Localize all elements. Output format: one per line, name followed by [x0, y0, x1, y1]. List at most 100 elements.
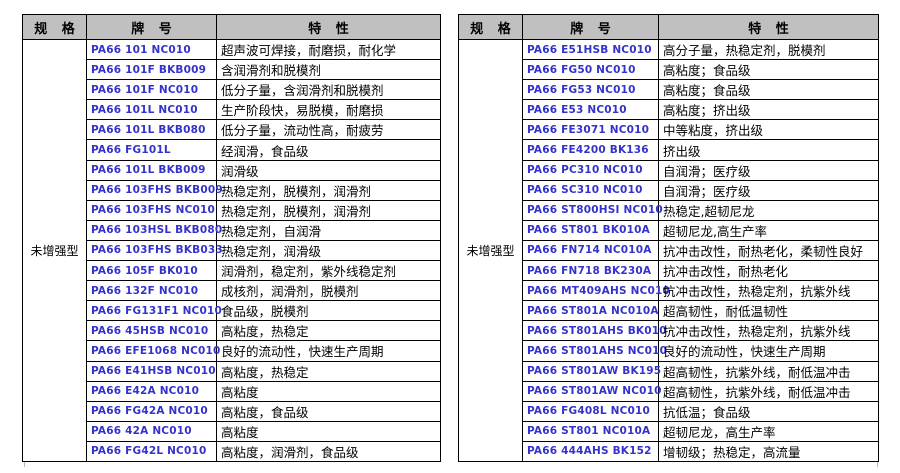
- grade-cell: PA66 MT409AHS NC010: [522, 280, 670, 302]
- grade-cell: PA66 FE3071 NC010: [522, 119, 659, 141]
- grade-cell: PA66 FG53 NC010: [522, 79, 659, 101]
- property-cell: 高粘度，热稳定: [216, 320, 441, 342]
- table-row: PA66 FG131F1 NC010 食品级，脱模剂: [23, 300, 441, 322]
- grade-table-left-wrapper: 规 格 牌 号 特 性 未增强型 PA66 101 NC010 超声波可焊接，耐…: [22, 14, 441, 462]
- grade-cell: PA66 ST801AHS BK010: [522, 320, 667, 342]
- property-cell: 低分子量，含润滑剂和脱模剂: [216, 79, 441, 101]
- property-cell: 成核剂，润滑剂，脱模剂: [216, 280, 441, 302]
- property-cell: 超高韧性，抗紫外线，耐低温冲击: [658, 360, 879, 382]
- grade-cell: PA66 ST801A NC010A: [522, 300, 659, 322]
- property-cell: 高粘度，热稳定: [216, 360, 441, 382]
- header-prop: 特 性: [216, 14, 441, 40]
- table-row: PA66 E53 NC010 高粘度；挤出级: [459, 99, 879, 121]
- table-row: PA66 SC310 NC010 自润滑；医疗级: [459, 179, 879, 201]
- table-row: PA66 FN714 NC010A 抗冲击改性，耐热老化，柔韧性良好: [459, 239, 879, 262]
- property-cell: 高粘度: [216, 380, 441, 402]
- table-row: 未增强型 PA66 E51HSB NC010 高分子量，热稳定剂，脱模剂: [458, 38, 879, 462]
- property-cell: 自润滑；医疗级: [658, 159, 879, 181]
- grade-cell: PA66 101 NC010: [86, 38, 217, 61]
- table-row: PA66 ST801 NC010A 超韧尼龙，高生产率: [459, 420, 879, 442]
- table-row: 未增强型 PA66 101 NC010 超声波可焊接，耐磨损，耐化学: [22, 38, 441, 462]
- table-row: PA66 FG53 NC010 高粘度；食品级: [459, 79, 879, 101]
- table-row: PA66 103FHS BKB033 热稳定剂，润滑级: [23, 239, 441, 262]
- grade-cell: PA66 ST801AHS NC010: [522, 340, 667, 362]
- grade-cell: PA66 ST801AW NC010: [522, 380, 661, 402]
- property-cell: 高粘度，润滑剂，食品级: [216, 440, 441, 462]
- table-row: PA66 103FHS BKB009 热稳定剂，脱模剂，润滑剂: [23, 179, 441, 201]
- grade-cell: PA66 SC310 NC010: [522, 179, 659, 201]
- property-cell: 超声波可焊接，耐磨损，耐化学: [216, 38, 441, 61]
- grade-cell: PA66 FG408L NC010: [522, 400, 659, 422]
- grade-cell: PA66 101L BKB009: [86, 159, 217, 181]
- property-cell: 热稳定,超韧尼龙: [658, 199, 879, 221]
- header-prop: 特 性: [658, 14, 879, 40]
- grade-cell: PA66 PC310 NC010: [522, 159, 659, 181]
- grade-cell: PA66 45HSB NC010: [86, 320, 217, 342]
- grade-cell: PA66 132F NC010: [86, 280, 217, 302]
- spec-cell-merged: 未增强型: [458, 39, 523, 462]
- property-cell: 抗冲击改性，耐热老化: [658, 260, 879, 282]
- grade-cell: PA66 FG131F1 NC010: [86, 300, 222, 322]
- grade-cell: PA66 444AHS BK152: [522, 440, 659, 462]
- grade-cell: PA66 101F BKB009: [86, 59, 217, 81]
- table-row: PA66 103HSL BKB080 热稳定剂，自润滑: [23, 219, 441, 241]
- grade-cell: PA66 E41HSB NC010: [86, 360, 217, 382]
- table-row: PA66 ST801AHS BK010 抗冲击改性，热稳定剂，抗紫外线: [459, 320, 879, 342]
- grade-cell: PA66 103HSL BKB080: [86, 219, 222, 241]
- table-row: PA66 103FHS NC010 热稳定剂，脱模剂，润滑剂: [23, 199, 441, 221]
- grade-cell: PA66 FN714 NC010A: [522, 239, 659, 262]
- property-cell: 经润滑，食品级: [216, 139, 441, 161]
- header-grade: 牌 号: [86, 14, 217, 40]
- header-grade: 牌 号: [522, 14, 659, 40]
- grade-cell: PA66 ST801AW BK195: [522, 360, 661, 382]
- table-row: PA66 ST801AW NC010 超高韧性，抗紫外线，耐低温冲击: [459, 380, 879, 402]
- property-cell: 增韧级；热稳定，高流量: [658, 440, 879, 462]
- grade-cell: PA66 ST801 NC010A: [522, 420, 659, 442]
- table-row: PA66 ST801AW BK195 超高韧性，抗紫外线，耐低温冲击: [459, 360, 879, 382]
- table-body-right: 未增强型 PA66 E51HSB NC010 高分子量，热稳定剂，脱模剂 PA6…: [458, 38, 879, 462]
- property-cell: 热稳定剂，脱模剂，润滑剂: [216, 179, 441, 201]
- table-row: PA66 ST801 BK010A 超韧尼龙,高生产率: [459, 219, 879, 241]
- table-row: PA66 444AHS BK152 增韧级；热稳定，高流量: [459, 440, 879, 462]
- property-cell: 低分子量，流动性高，耐疲劳: [216, 119, 441, 141]
- table-row: PA66 MT409AHS NC010 抗冲击改性，热稳定剂，抗紫外线: [459, 280, 879, 302]
- property-cell: 挤出级: [658, 139, 879, 161]
- table-row: PA66 FG42L NC010 高粘度，润滑剂，食品级: [23, 440, 441, 462]
- grade-cell: PA66 E53 NC010: [522, 99, 659, 121]
- property-cell: 超高韧性，耐低温韧性: [658, 300, 879, 322]
- table-header-left: 规 格 牌 号 特 性: [22, 14, 441, 40]
- property-cell: 热稳定剂，润滑级: [216, 239, 441, 262]
- page-tick-right: [877, 462, 878, 467]
- grade-table-right-wrapper: 规 格 牌 号 特 性 未增强型 PA66 E51HSB NC010 高分子量，…: [458, 14, 879, 462]
- property-cell: 食品级，脱模剂: [216, 300, 441, 322]
- property-cell: 超韧尼龙,高生产率: [658, 219, 879, 241]
- spec-cell-merged: 未增强型: [22, 39, 87, 462]
- grade-cell: PA66 103FHS BKB033: [86, 239, 223, 262]
- table-row: PA66 42A NC010 高粘度: [23, 420, 441, 442]
- table-row: PA66 FE4200 BK136 挤出级: [459, 139, 879, 161]
- grade-cell: PA66 FG101L: [86, 139, 217, 161]
- property-cell: 高粘度；食品级: [658, 79, 879, 101]
- property-cell: 超高韧性，抗紫外线，耐低温冲击: [658, 380, 879, 402]
- property-cell: 抗冲击改性，热稳定剂，抗紫外线: [658, 320, 879, 342]
- header-spec: 规 格: [22, 14, 87, 40]
- grade-table-right: 规 格 牌 号 特 性 未增强型 PA66 E51HSB NC010 高分子量，…: [458, 14, 879, 462]
- property-cell: 抗冲击改性，热稳定剂，抗紫外线: [658, 280, 879, 302]
- property-cell: 热稳定剂，自润滑: [216, 219, 441, 241]
- grade-cell: PA66 FN718 BK230A: [522, 260, 659, 282]
- grade-cell: PA66 E42A NC010: [86, 380, 217, 402]
- grade-cell: PA66 FG42L NC010: [86, 440, 217, 462]
- grade-cell: PA66 42A NC010: [86, 420, 217, 442]
- property-cell: 良好的流动性，快速生产周期: [658, 340, 879, 362]
- property-cell: 高粘度；食品级: [658, 59, 879, 81]
- grade-cell: PA66 105F BK010: [86, 260, 217, 282]
- grade-cell: PA66 FG42A NC010: [86, 400, 217, 422]
- property-cell: 良好的流动性，快速生产周期: [216, 340, 441, 362]
- property-cell: 自润滑；医疗级: [658, 179, 879, 201]
- grade-cell: PA66 E51HSB NC010: [522, 38, 659, 61]
- property-cell: 抗冲击改性，耐热老化，柔韧性良好: [658, 239, 879, 262]
- grade-cell: PA66 EFE1068 NC010: [86, 340, 220, 362]
- grade-table-left: 规 格 牌 号 特 性 未增强型 PA66 101 NC010 超声波可焊接，耐…: [22, 14, 441, 462]
- property-cell: 热稳定剂，脱模剂，润滑剂: [216, 199, 441, 221]
